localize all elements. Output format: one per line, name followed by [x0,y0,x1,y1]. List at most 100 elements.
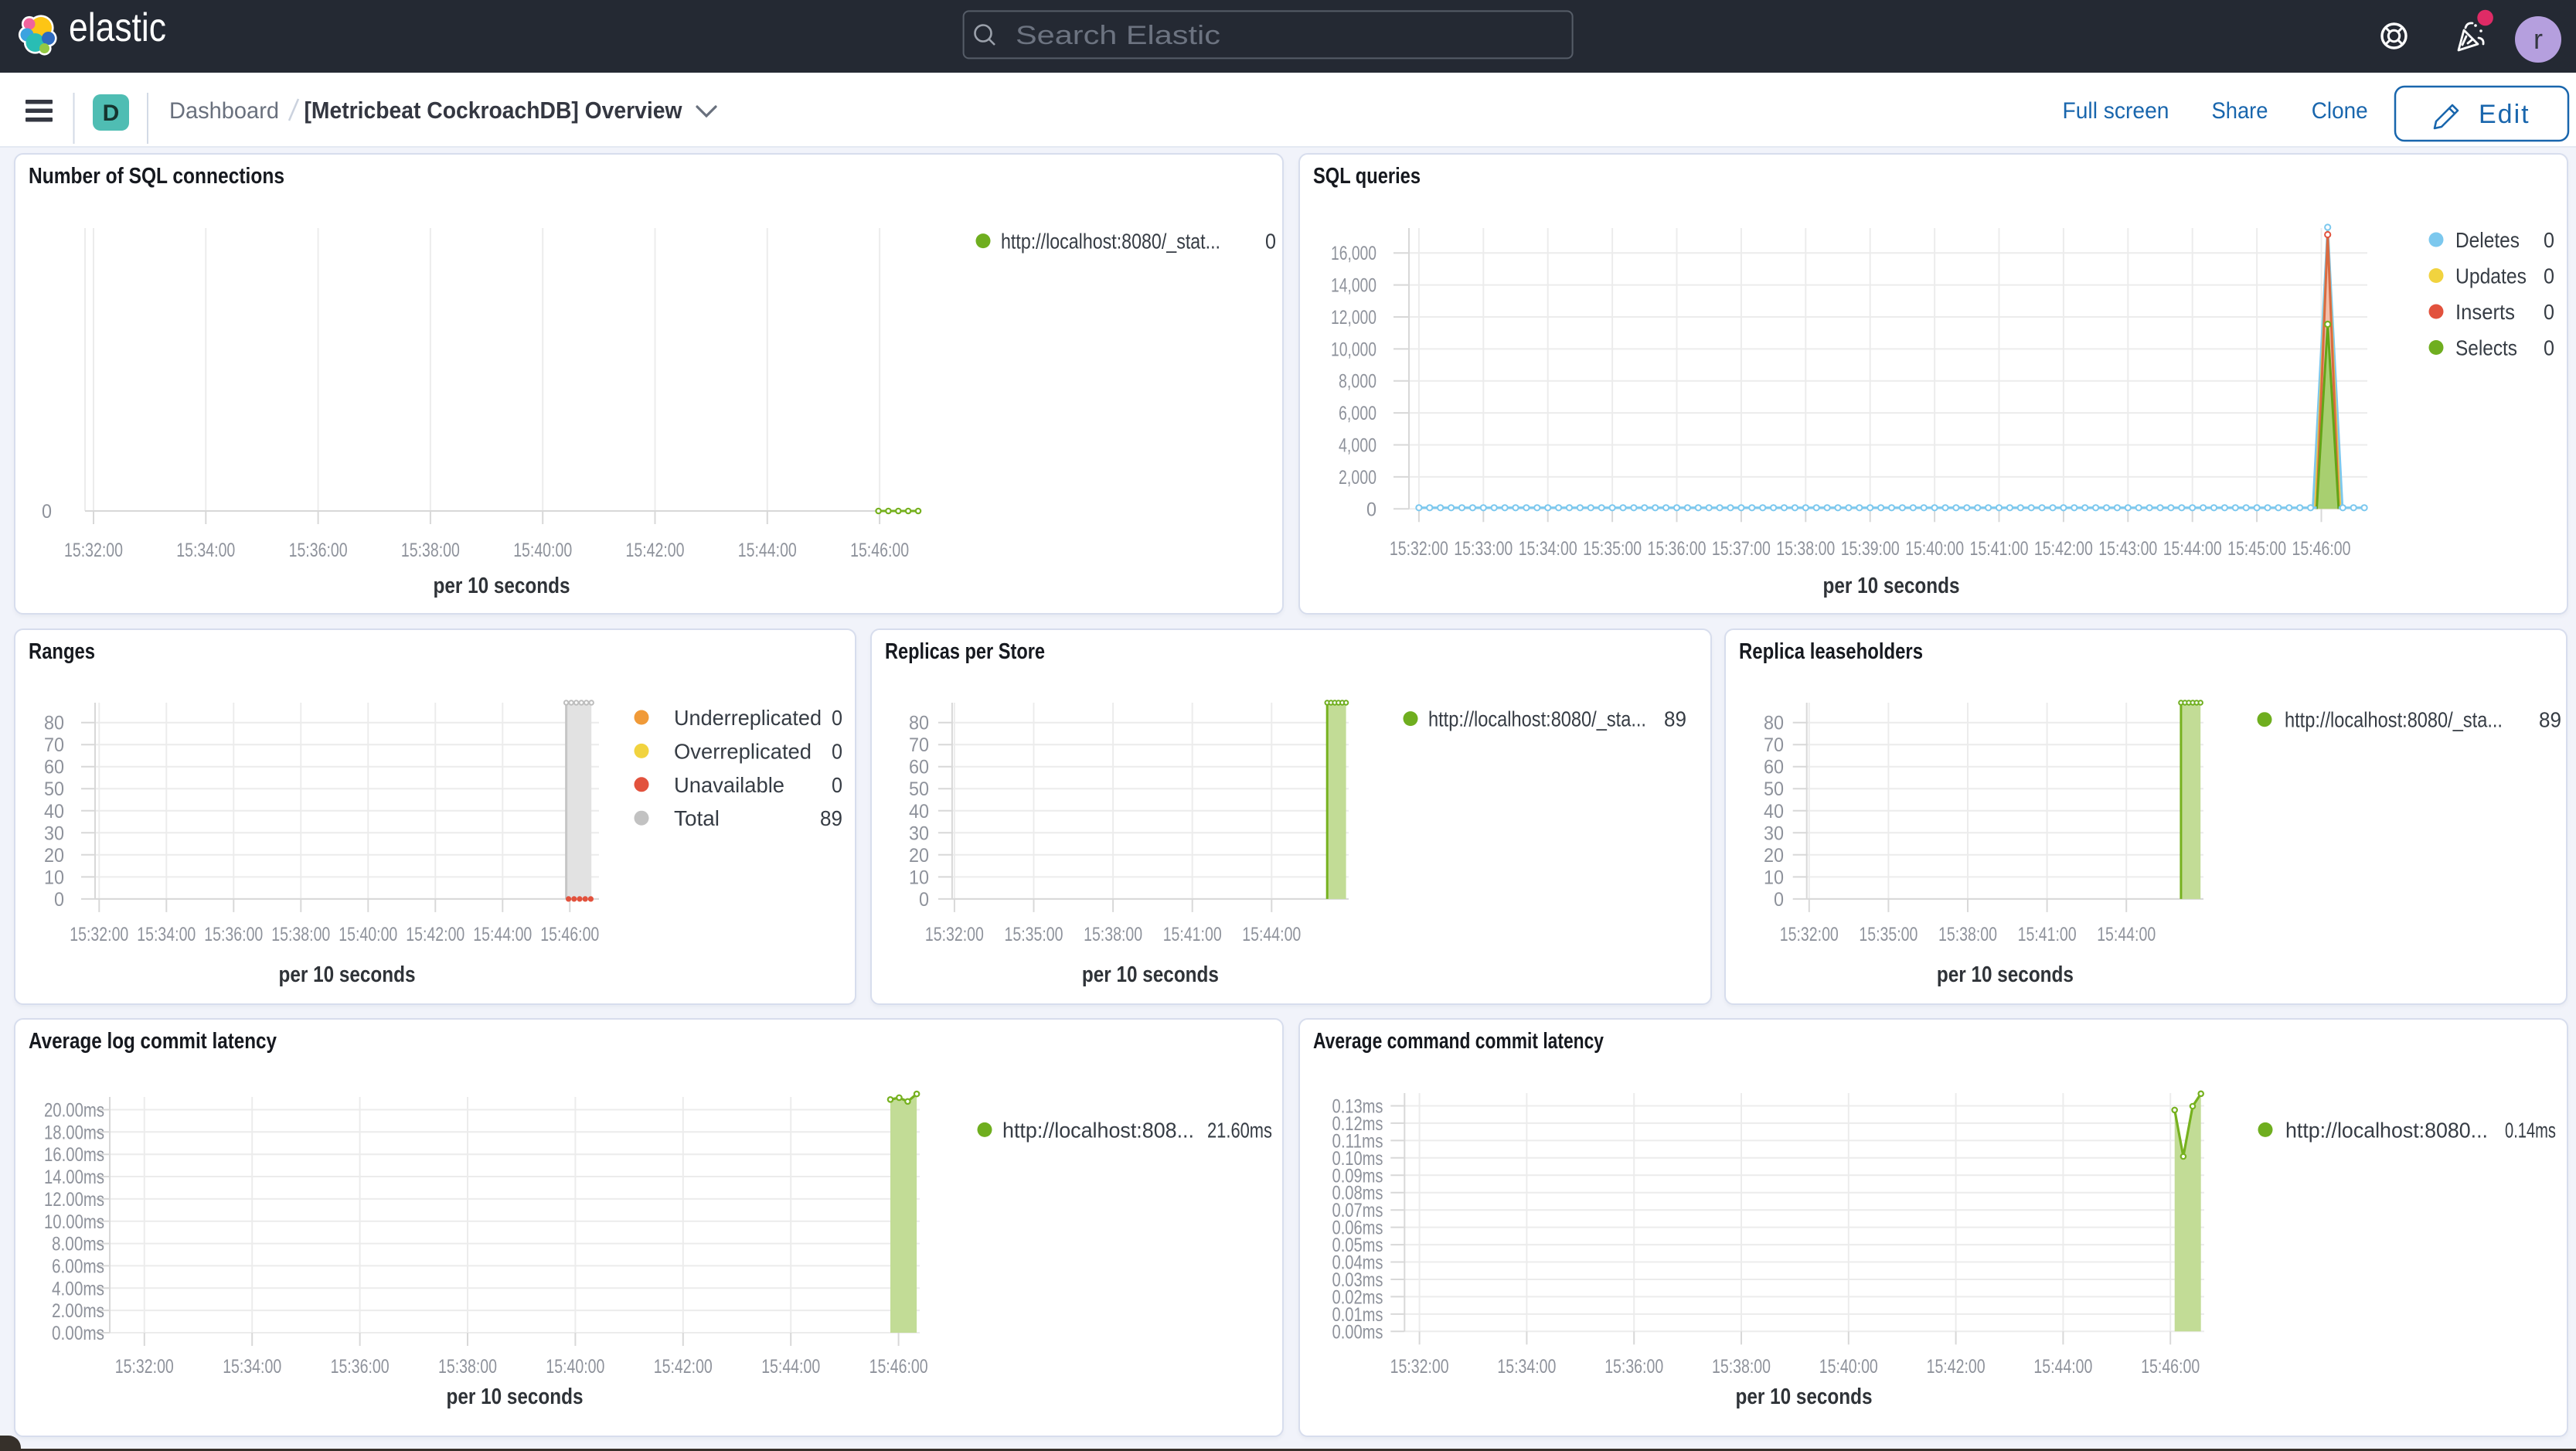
svg-text:http://localhost:8080/_sta...: http://localhost:8080/_sta... [2285,708,2503,732]
svg-text:40: 40 [44,801,64,823]
svg-text:Number of SQL connections: Number of SQL connections [29,164,284,189]
svg-text:0: 0 [42,501,52,523]
svg-text:15:38:00: 15:38:00 [401,540,460,561]
svg-text:per 10 seconds: per 10 seconds [1937,962,2074,987]
svg-text:0: 0 [1265,230,1276,254]
svg-text:0.00ms: 0.00ms [1332,1321,1383,1343]
svg-text:15:34:00: 15:34:00 [176,540,235,561]
svg-text:0: 0 [54,889,64,911]
svg-text:15:41:00: 15:41:00 [1970,538,2029,560]
svg-text:20.00ms: 20.00ms [44,1100,104,1122]
svg-text:Unavailable: Unavailable [674,773,784,797]
svg-text:per 10 seconds: per 10 seconds [1823,574,1960,598]
svg-text:Share: Share [2212,98,2268,124]
svg-text:15:40:00: 15:40:00 [513,540,572,561]
svg-text:15:44:00: 15:44:00 [761,1356,820,1378]
svg-text:15:40:00: 15:40:00 [1819,1356,1878,1378]
svg-text:15:38:00: 15:38:00 [438,1356,497,1378]
svg-text:Edit: Edit [2479,100,2530,129]
svg-text:60: 60 [44,757,64,778]
svg-text:0.01ms: 0.01ms [1332,1304,1383,1326]
svg-text:10,000: 10,000 [1331,339,1376,360]
svg-text:6.00ms: 6.00ms [52,1255,104,1277]
svg-text:Underreplicated: Underreplicated [674,706,822,730]
svg-text:0: 0 [2544,264,2554,288]
svg-text:0.14ms: 0.14ms [2505,1118,2556,1142]
svg-text:80: 80 [909,713,929,734]
svg-text:60: 60 [909,757,929,778]
svg-text:15:33:00: 15:33:00 [1454,538,1513,560]
svg-text:15:41:00: 15:41:00 [2018,924,2077,945]
svg-text:15:35:00: 15:35:00 [1583,538,1642,560]
svg-text:0.04ms: 0.04ms [1332,1252,1383,1274]
svg-text:15:44:00: 15:44:00 [2097,924,2156,945]
svg-text:15:32:00: 15:32:00 [1390,538,1448,560]
svg-text:15:46:00: 15:46:00 [2292,538,2351,560]
svg-text:50: 50 [909,778,929,800]
svg-text:[Metricbeat CockroachDB] Overv: [Metricbeat CockroachDB] Overview [305,97,683,124]
svg-text:Average log commit latency: Average log commit latency [29,1029,277,1054]
svg-text:89: 89 [1664,707,1686,731]
svg-text:15:36:00: 15:36:00 [331,1356,390,1378]
svg-text:15:34:00: 15:34:00 [137,924,196,945]
svg-text:16.00ms: 16.00ms [44,1144,104,1166]
svg-text:12.00ms: 12.00ms [44,1189,104,1211]
svg-text:Clone: Clone [2312,98,2368,124]
svg-text:60: 60 [1764,757,1784,778]
svg-text:15:34:00: 15:34:00 [1497,1356,1556,1378]
svg-text:15:36:00: 15:36:00 [204,924,263,945]
svg-text:15:42:00: 15:42:00 [1927,1356,1986,1378]
svg-text:0.00ms: 0.00ms [52,1323,104,1344]
svg-text:15:44:00: 15:44:00 [2033,1356,2092,1378]
svg-text:70: 70 [44,734,64,756]
svg-text:10: 10 [1764,867,1784,888]
svg-text:0.11ms: 0.11ms [1332,1130,1383,1152]
svg-text:0: 0 [1774,889,1784,911]
svg-text:Updates: Updates [2455,264,2527,288]
svg-text:15:38:00: 15:38:00 [1084,924,1142,945]
svg-text:http://localhost:8080/_stat...: http://localhost:8080/_stat... [1001,230,1220,254]
svg-text:15:32:00: 15:32:00 [1780,924,1839,945]
svg-text:20: 20 [1764,845,1784,867]
svg-text:0: 0 [832,739,842,763]
svg-text:Average command commit latency: Average command commit latency [1313,1029,1604,1054]
svg-text:15:36:00: 15:36:00 [289,540,348,561]
svg-text:10.00ms: 10.00ms [44,1211,104,1233]
svg-text:16,000: 16,000 [1331,243,1376,264]
svg-text:15:32:00: 15:32:00 [64,540,123,561]
svg-text:Ranges: Ranges [29,639,95,664]
svg-text:15:43:00: 15:43:00 [2098,538,2157,560]
svg-text:per 10 seconds: per 10 seconds [434,574,570,598]
svg-text:0: 0 [832,706,842,730]
svg-text:Selects: Selects [2455,336,2517,360]
svg-text:15:45:00: 15:45:00 [2227,538,2286,560]
svg-text:15:40:00: 15:40:00 [339,924,397,945]
svg-text:40: 40 [909,801,929,823]
svg-text:0.13ms: 0.13ms [1332,1096,1383,1118]
svg-text:Dashboard: Dashboard [169,98,279,124]
svg-text:15:32:00: 15:32:00 [925,924,984,945]
svg-text:15:38:00: 15:38:00 [1938,924,1997,945]
svg-text:15:34:00: 15:34:00 [1519,538,1577,560]
svg-text:15:42:00: 15:42:00 [406,924,464,945]
svg-text:8.00ms: 8.00ms [52,1234,104,1255]
svg-text:50: 50 [44,778,64,800]
svg-text:40: 40 [1764,801,1784,823]
svg-text:elastic: elastic [69,5,166,50]
svg-text:Replicas per Store: Replicas per Store [885,639,1045,664]
svg-text:15:41:00: 15:41:00 [1163,924,1222,945]
svg-text:0: 0 [919,889,929,911]
svg-text:0: 0 [832,773,842,797]
svg-text:2.00ms: 2.00ms [52,1300,104,1322]
svg-text:6,000: 6,000 [1339,403,1376,424]
svg-text:Total: Total [674,806,720,830]
svg-text:15:32:00: 15:32:00 [115,1356,174,1378]
svg-text:0.05ms: 0.05ms [1332,1235,1383,1256]
svg-text:15:34:00: 15:34:00 [223,1356,281,1378]
svg-text:15:44:00: 15:44:00 [473,924,532,945]
svg-text:0.03ms: 0.03ms [1332,1269,1383,1291]
svg-text:0: 0 [1366,499,1376,520]
svg-text:http://localhost:808...: http://localhost:808... [1002,1118,1194,1142]
svg-text:0.07ms: 0.07ms [1332,1200,1383,1221]
svg-text:0.12ms: 0.12ms [1332,1113,1383,1135]
